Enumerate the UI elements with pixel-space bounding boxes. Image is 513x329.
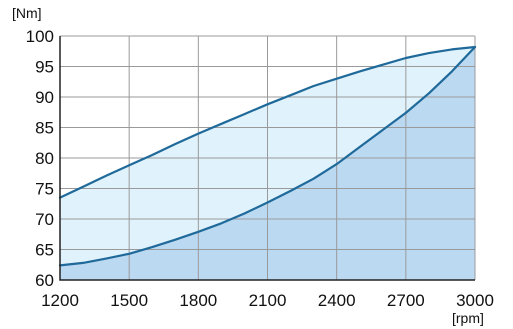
y-tick-label: 90 <box>35 88 54 107</box>
y-tick-label: 85 <box>35 119 54 138</box>
y-tick-label: 95 <box>35 58 54 77</box>
y-tick-label: 60 <box>35 271 54 290</box>
y-axis-label: [Nm] <box>12 5 42 21</box>
series-lines <box>58 45 477 267</box>
x-tick-labels: 1200 1500 1800 2100 2400 2700 3000 <box>41 291 494 310</box>
axes <box>59 36 475 281</box>
y-tick-label: 65 <box>35 241 54 260</box>
grid-lines <box>59 35 476 281</box>
x-tick-label: 2100 <box>249 291 287 310</box>
series-line-2 <box>58 45 477 267</box>
x-tick-label: 2400 <box>318 291 356 310</box>
x-tick-label: 3000 <box>456 291 494 310</box>
x-tick-label: 1800 <box>179 291 217 310</box>
y-tick-label: 70 <box>35 210 54 229</box>
series-line-1 <box>58 45 477 199</box>
x-tick-label: 2700 <box>387 291 425 310</box>
y-tick-labels: 60 65 70 75 80 85 90 95 100 <box>26 27 54 290</box>
y-tick-label: 80 <box>35 149 54 168</box>
y-tick-label: 100 <box>26 27 54 46</box>
y-tick-label: 75 <box>35 180 54 199</box>
x-axis-label: [rpm] <box>452 310 484 326</box>
plot-frame <box>59 36 475 281</box>
series-area-2 <box>60 47 475 280</box>
x-tick-label: 1500 <box>110 291 148 310</box>
x-tick-label: 1200 <box>41 291 79 310</box>
